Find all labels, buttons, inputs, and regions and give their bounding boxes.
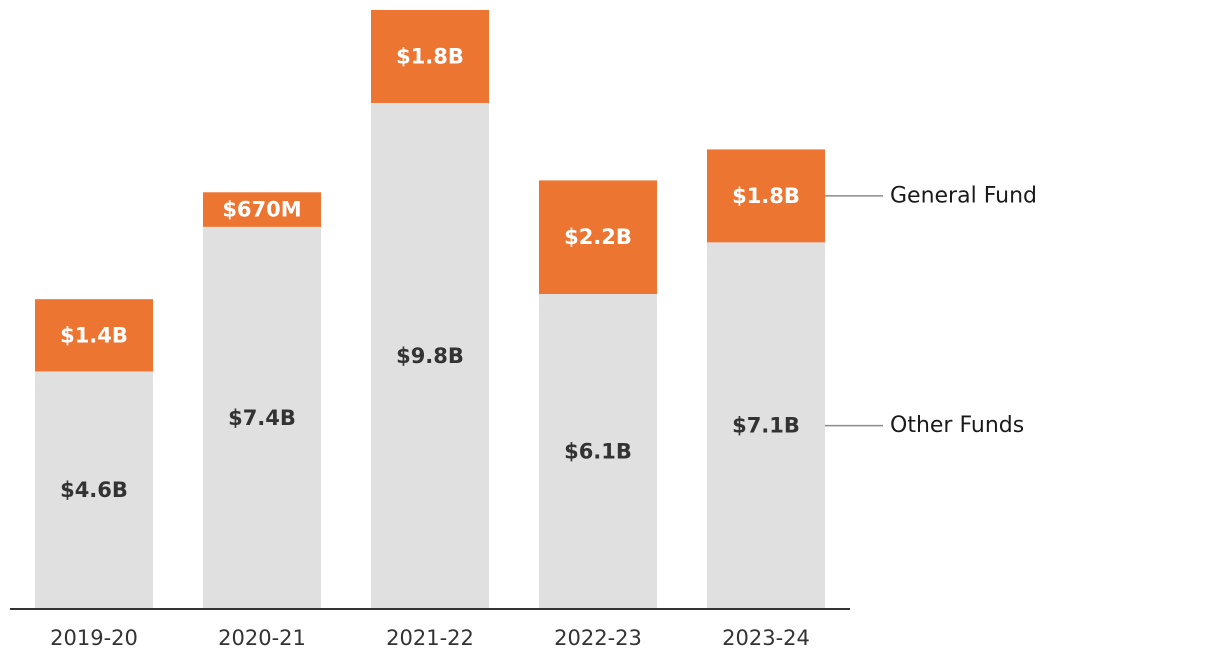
data-label-general-fund-2019-20: $1.4B xyxy=(60,323,128,347)
bar-other-funds-2021-22 xyxy=(371,102,489,609)
data-label-general-fund-2023-24: $1.8B xyxy=(732,184,800,208)
x-tick-label-2022-23: 2022-23 xyxy=(554,626,642,650)
bar-general-fund-2021-22 xyxy=(371,10,489,103)
data-label-other-funds-2021-22: $9.8B xyxy=(396,344,464,368)
x-tick-labels: 2019-20 2020-21 2021-22 2022-23 2023-24 xyxy=(50,626,810,650)
data-label-other-funds-2019-20: $4.6B xyxy=(60,478,128,502)
bar-general-fund-2022-23 xyxy=(539,180,657,295)
legend-label-other-funds: Other Funds xyxy=(890,413,1024,438)
bar-other-funds-2022-23 xyxy=(539,294,657,609)
data-label-general-fund-2022-23: $2.2B xyxy=(564,225,632,249)
legend-label-general-fund: General Fund xyxy=(890,183,1037,208)
bar-other-funds-2019-20 xyxy=(35,371,153,609)
x-tick-label-2021-22: 2021-22 xyxy=(386,626,474,650)
bars-layer xyxy=(35,10,825,609)
x-tick-label-2020-21: 2020-21 xyxy=(218,626,306,650)
data-label-other-funds-2020-21: $7.4B xyxy=(228,406,296,430)
bar-other-funds-2020-21 xyxy=(203,226,321,609)
bar-other-funds-2023-24 xyxy=(707,242,825,609)
bar-labels-layer: $4.6B $1.4B $7.4B $670M $9.8B $1.8B $6.1B $2.2B… xyxy=(60,44,800,502)
legend: Other Funds General Fund xyxy=(825,183,1037,438)
bar-general-fund-2023-24 xyxy=(707,149,825,243)
x-tick-label-2023-24: 2023-24 xyxy=(722,626,810,650)
data-label-other-funds-2023-24: $7.1B xyxy=(732,414,800,438)
data-label-general-fund-2021-22: $1.8B xyxy=(396,44,464,68)
bar-general-fund-2019-20 xyxy=(35,299,153,372)
data-label-other-funds-2022-23: $6.1B xyxy=(564,440,632,464)
bar-general-fund-2020-21 xyxy=(203,192,321,227)
x-tick-label-2019-20: 2019-20 xyxy=(50,626,138,650)
data-label-general-fund-2020-21: $670M xyxy=(222,198,301,222)
